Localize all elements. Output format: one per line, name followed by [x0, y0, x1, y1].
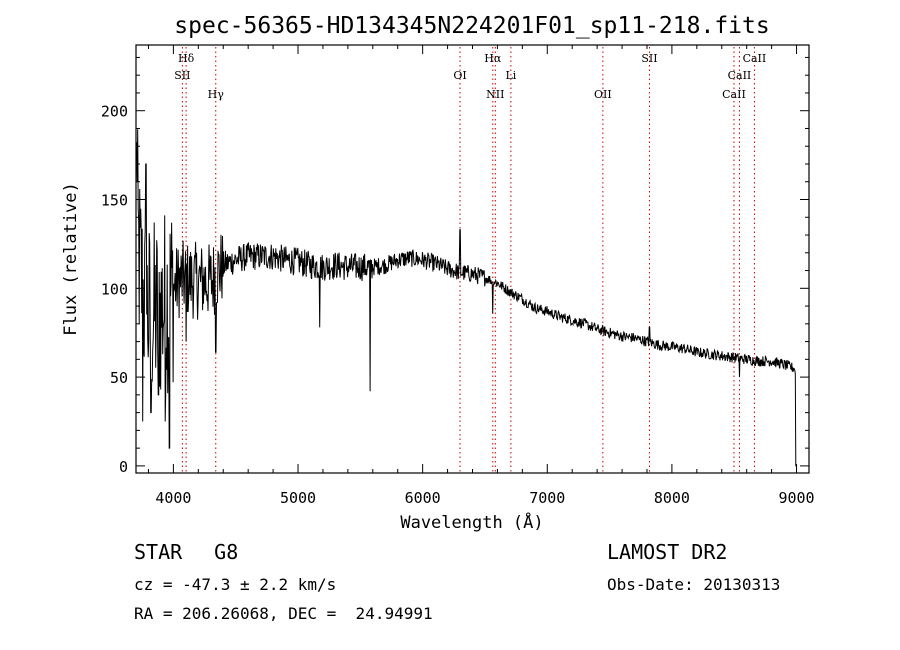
spectrum-line: [136, 129, 797, 467]
line-label: SII: [641, 52, 657, 65]
line-label: CaII: [722, 88, 746, 101]
spectral-class: STAR G8: [134, 540, 238, 564]
x-tick-label: 5000: [280, 489, 316, 507]
y-tick-label: 200: [101, 103, 128, 121]
x-tick-label: 4000: [155, 489, 191, 507]
coordinates-label: RA = 206.26068, DEC = 24.94991: [134, 604, 433, 623]
line-label: Hα: [484, 52, 502, 65]
x-tick-label: 6000: [405, 489, 441, 507]
subclass-label: G8: [214, 540, 239, 564]
chart-title: spec-56365-HD134345N224201F01_sp11-218.f…: [174, 13, 769, 39]
line-label: OII: [594, 88, 612, 101]
x-axis: 4000 5000 6000 7000 8000 9000: [147, 45, 815, 507]
line-label: OI: [453, 69, 466, 82]
x-tick-label: 9000: [778, 489, 814, 507]
y-axis: 0 50 100 150 200: [101, 56, 809, 476]
x-tick-label: 8000: [654, 489, 690, 507]
y-tick-label: 0: [119, 458, 128, 476]
x-axis-label: Wavelength (Å): [400, 511, 543, 533]
line-label: Hδ: [178, 52, 195, 65]
y-tick-label: 150: [101, 192, 128, 210]
y-tick-label: 100: [101, 280, 128, 298]
line-label: SII: [174, 69, 190, 82]
line-label: Hγ: [208, 88, 225, 101]
line-label: CaII: [743, 52, 767, 65]
class-label: STAR: [134, 540, 183, 564]
y-tick-label: 50: [110, 369, 128, 387]
spectrum-trace: [136, 129, 797, 467]
redshift-label: cz = -47.3 ± 2.2 km/s: [134, 575, 337, 594]
obs-date-label: Obs-Date: 20130313: [607, 575, 781, 594]
line-label: NII: [486, 88, 504, 101]
y-axis-label: Flux (relative): [61, 182, 81, 336]
survey-label: LAMOST DR2: [607, 540, 728, 564]
plot-frame: [135, 44, 810, 474]
line-label: CaII: [728, 69, 752, 82]
x-tick-label: 7000: [529, 489, 565, 507]
line-label: Li: [505, 69, 516, 82]
